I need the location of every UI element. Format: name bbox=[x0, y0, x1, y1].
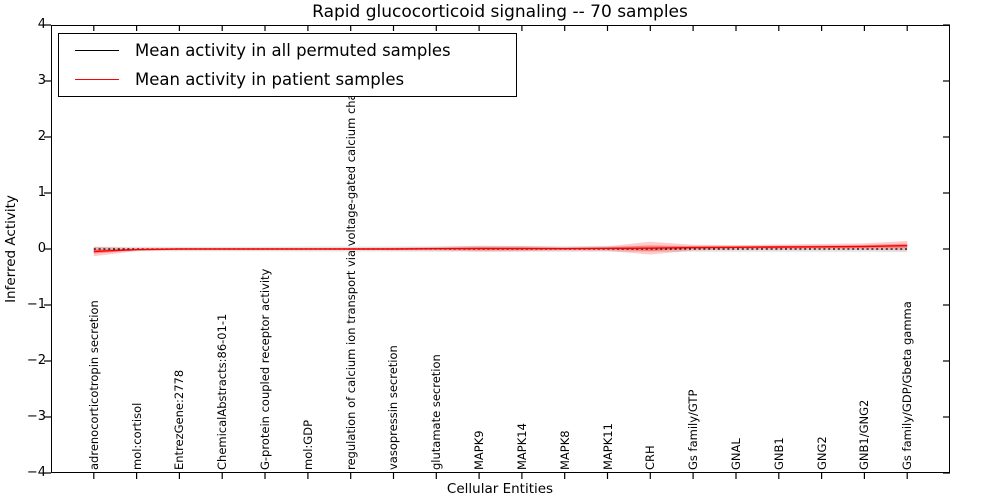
x-tick-label: glutamate secretion bbox=[429, 354, 444, 470]
y-tick-label: −2 bbox=[26, 353, 46, 368]
x-tick-label: EntrezGene:2778 bbox=[172, 369, 187, 470]
x-tick-label: G-protein coupled receptor activity bbox=[258, 268, 273, 470]
x-axis-label: Cellular Entities bbox=[446, 481, 554, 497]
y-tick-label: −4 bbox=[26, 465, 46, 480]
x-tick-label: mol:cortisol bbox=[129, 402, 144, 470]
x-tick-label: Gs family/GDP/Gbeta gamma bbox=[900, 301, 915, 470]
x-tick-label: GNB1/GNG2 bbox=[857, 399, 872, 470]
y-tick-label: −3 bbox=[26, 409, 46, 424]
x-tick-label: GNB1 bbox=[771, 437, 786, 470]
legend-item-patient: Mean activity in patient samples bbox=[59, 67, 516, 93]
x-tick-label: MAPK9 bbox=[472, 430, 487, 470]
y-tick-label: 1 bbox=[37, 185, 46, 200]
chart-title: Rapid glucocorticoid signaling -- 70 sam… bbox=[312, 2, 688, 22]
x-tick-label: CRH bbox=[643, 445, 658, 470]
y-tick-label: −1 bbox=[26, 297, 46, 312]
x-tick-label: vasopressin secretion bbox=[386, 345, 401, 470]
x-tick-label: Gs family/GTP bbox=[686, 389, 701, 470]
permuted-line-sample-icon bbox=[75, 49, 119, 51]
x-tick-label: MAPK8 bbox=[557, 430, 572, 470]
legend: Mean activity in all permuted samples Me… bbox=[58, 33, 517, 97]
y-tick-label: 3 bbox=[37, 73, 46, 88]
x-tick-label: GNG2 bbox=[814, 436, 829, 470]
legend-label: Mean activity in patient samples bbox=[135, 70, 405, 90]
y-tick-label: 0 bbox=[37, 241, 46, 256]
legend-label: Mean activity in all permuted samples bbox=[135, 40, 451, 60]
legend-item-permuted: Mean activity in all permuted samples bbox=[59, 37, 516, 63]
x-tick-label: MAPK14 bbox=[514, 423, 529, 470]
x-tick-label: adrenocorticotropin secretion bbox=[86, 300, 101, 470]
y-tick-label: 2 bbox=[37, 129, 46, 144]
y-tick-label: 4 bbox=[37, 17, 46, 32]
x-tick-label: mol:GDP bbox=[300, 419, 315, 470]
x-tick-label: MAPK11 bbox=[600, 423, 615, 470]
x-tick-label: ChemicalAbstracts:86-01-1 bbox=[215, 313, 230, 470]
x-tick-label: GNAL bbox=[728, 438, 743, 470]
patient-line-sample-icon bbox=[75, 79, 119, 81]
x-tick-label: regulation of calcium ion transport via … bbox=[343, 68, 358, 470]
